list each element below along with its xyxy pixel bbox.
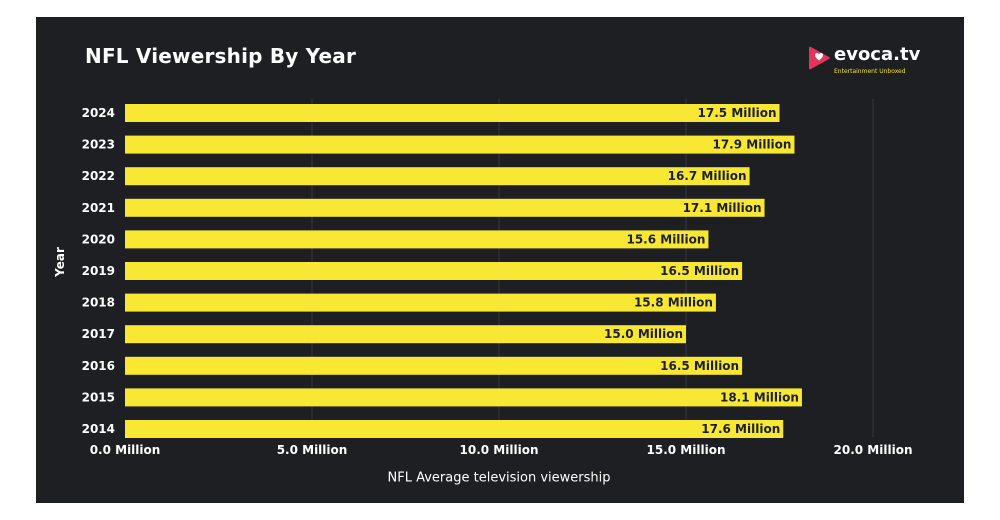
year-label: 2022 xyxy=(82,169,115,183)
bar xyxy=(125,356,743,375)
year-label: 2024 xyxy=(82,106,115,120)
x-tick-label: 5.0 Million xyxy=(277,443,348,457)
brand-tagline: Entertainment Unboxed xyxy=(834,68,906,75)
x-tick-label: 10.0 Million xyxy=(460,443,539,457)
x-tick-label: 15.0 Million xyxy=(647,443,726,457)
year-label: 2023 xyxy=(82,138,115,152)
bar-value-label: 17.5 Million xyxy=(698,106,777,120)
play-heart-icon xyxy=(809,46,830,70)
bar-value-label: 15.6 Million xyxy=(626,232,705,246)
year-label: 2014 xyxy=(82,422,115,436)
bar-value-label: 17.1 Million xyxy=(683,201,762,215)
bar xyxy=(125,420,784,438)
year-label: 2017 xyxy=(82,327,115,341)
bar-value-label: 16.7 Million xyxy=(668,169,747,183)
bar-value-label: 15.0 Million xyxy=(604,327,683,341)
bar xyxy=(125,262,743,280)
bar-value-label: 16.5 Million xyxy=(660,359,739,373)
bar-value-label: 18.1 Million xyxy=(720,390,799,404)
year-label: 2019 xyxy=(82,264,115,278)
bar xyxy=(125,388,802,407)
chart-panel: NFL Viewership By Year evoca.tv Entertai… xyxy=(36,17,964,503)
bar-chart: 2024 17.5 Million 2023 17.9 Million 2022 16.7… xyxy=(82,99,913,457)
chart-title: NFL Viewership By Year xyxy=(85,44,357,68)
year-label: 2021 xyxy=(82,201,115,215)
bar xyxy=(125,293,716,312)
bar xyxy=(125,167,750,186)
bar xyxy=(125,135,795,154)
brand-name: evoca.tv xyxy=(834,44,921,65)
bar xyxy=(125,325,686,344)
bar xyxy=(125,104,780,122)
bar xyxy=(125,230,709,249)
bar-value-label: 17.6 Million xyxy=(701,422,780,436)
year-label: 2018 xyxy=(82,296,115,310)
bar xyxy=(125,198,765,217)
bar-value-label: 17.9 Million xyxy=(712,138,791,152)
bar-value-label: 15.8 Million xyxy=(634,296,713,310)
year-label: 2016 xyxy=(82,359,115,373)
year-label: 2020 xyxy=(82,232,115,246)
x-axis-label: NFL Average television viewership xyxy=(387,470,611,486)
x-tick-label: 20.0 Million xyxy=(834,443,913,457)
brand-logo: evoca.tv Entertainment Unboxed xyxy=(808,44,921,81)
bar-value-label: 16.5 Million xyxy=(660,264,739,278)
year-label: 2015 xyxy=(82,390,115,404)
x-tick-label: 0.0 Million xyxy=(90,443,161,457)
